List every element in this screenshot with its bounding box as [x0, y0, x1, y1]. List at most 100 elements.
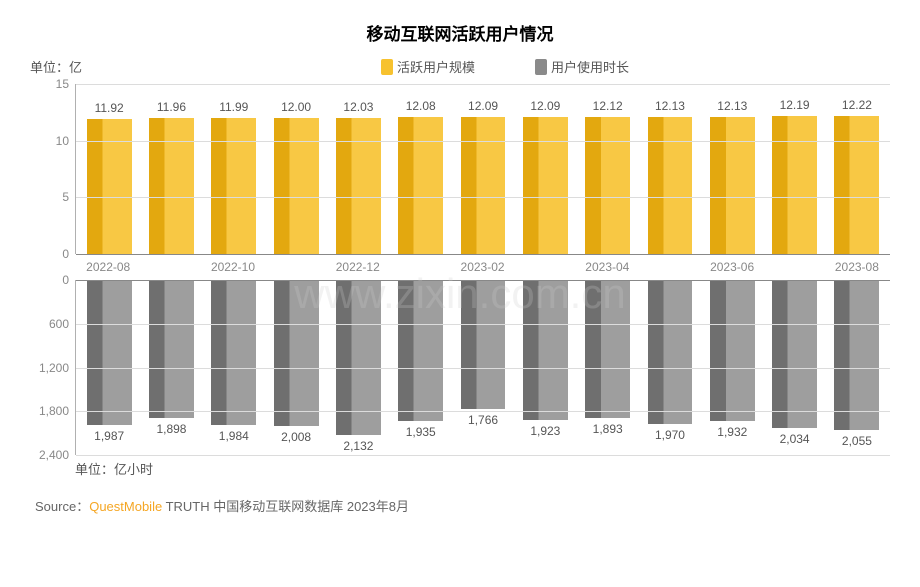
gridline: [76, 368, 890, 369]
bar-column: 12.09: [452, 84, 514, 254]
bar-value-label: 11.96: [157, 100, 186, 114]
bar-column: 12.22: [826, 84, 888, 254]
active-users-bar: [523, 117, 568, 254]
bar-column: 12.09: [514, 84, 576, 254]
x-axis-label: 2022-12: [327, 260, 389, 274]
bar-value-label: 1,932: [717, 425, 747, 439]
bottom-bars-region: 1,9871,8981,9842,0082,1321,9351,7661,923…: [75, 280, 890, 455]
active-users-bar: [710, 117, 755, 254]
gridline: [76, 254, 890, 255]
source-line: Source：QuestMobile TRUTH 中国移动互联网数据库 2023…: [35, 496, 890, 515]
x-axis-label: 2023-08: [826, 260, 888, 274]
x-axis-label: 2023-04: [576, 260, 638, 274]
x-axis-label: [389, 260, 451, 274]
bar-value-label: 12.22: [842, 98, 872, 112]
gridline: [76, 280, 890, 281]
x-axis-label: [763, 260, 825, 274]
usage-duration-bar: [585, 280, 630, 418]
bar-value-label: 2,055: [842, 434, 872, 448]
y-tick-label: 600: [49, 317, 69, 331]
gridline: [76, 141, 890, 142]
usage-duration-bar: [648, 280, 693, 424]
source-brand: QuestMobile: [89, 499, 162, 514]
bar-value-label: 1,970: [655, 428, 685, 442]
bar-column: 12.12: [577, 84, 639, 254]
unit-top: 单位：亿: [30, 57, 120, 76]
bar-column: 12.13: [701, 84, 763, 254]
x-axis-label: [264, 260, 326, 274]
gridline: [76, 197, 890, 198]
bar-column: 11.96: [140, 84, 202, 254]
source-rest: TRUTH 中国移动互联网数据库 2023年8月: [162, 499, 409, 514]
bar-value-label: 1,935: [406, 425, 436, 439]
bar-column: 12.08: [390, 84, 452, 254]
unit-bottom: 单位：亿小时: [75, 459, 890, 478]
legend-item-series1: 活跃用户规模: [381, 57, 475, 76]
bar-column: 12.03: [327, 84, 389, 254]
bar-value-label: 12.13: [717, 99, 747, 113]
usage-duration-bar: [772, 280, 817, 428]
top-bars-region: 11.92 11.96 11.99 12.00 12.03 12.08 12.09 12.09…: [75, 84, 890, 254]
x-axis-label: 2022-10: [202, 260, 264, 274]
usage-duration-bar: [834, 280, 879, 430]
active-users-bar: [834, 116, 879, 254]
legend-label-series1: 活跃用户规模: [397, 57, 475, 76]
legend-swatch-series2: [535, 59, 547, 75]
bottom-chart: 06001,2001,8002,400 1,9871,8981,9842,008…: [35, 280, 890, 455]
bar-value-label: 1,923: [530, 424, 560, 438]
bar-value-label: 12.09: [468, 99, 498, 113]
y-tick-label: 0: [62, 247, 69, 261]
source-prefix: Source：: [35, 499, 89, 514]
bar-column: 12.00: [265, 84, 327, 254]
x-axis-label: 2022-08: [77, 260, 139, 274]
bar-value-label: 12.00: [281, 100, 311, 114]
gridline: [76, 84, 890, 85]
bar-value-label: 2,034: [780, 432, 810, 446]
legend-swatch-series1: [381, 59, 393, 75]
usage-duration-bar: [461, 280, 506, 409]
top-chart: 051015 11.92 11.96 11.99 12.00 12.03 12.08 12.…: [35, 84, 890, 254]
bar-column: 11.92: [78, 84, 140, 254]
active-users-bar: [211, 118, 256, 254]
gridline: [76, 324, 890, 325]
bar-value-label: 12.12: [593, 99, 623, 113]
usage-duration-bar: [87, 280, 132, 425]
chart-title: 移动互联网活跃用户情况: [30, 20, 890, 45]
top-y-axis: 051015: [35, 84, 75, 254]
bar-value-label: 12.03: [343, 100, 373, 114]
x-axis-labels: 2022-082022-102022-122023-022023-042023-…: [75, 254, 890, 280]
bar-column: 12.19: [763, 84, 825, 254]
usage-duration-bar: [274, 280, 319, 426]
x-axis-label: [139, 260, 201, 274]
bar-value-label: 2,132: [343, 439, 373, 453]
x-axis-label: 2023-06: [701, 260, 763, 274]
y-tick-label: 0: [62, 273, 69, 287]
bar-value-label: 1,987: [94, 429, 124, 443]
header-row: 单位：亿 活跃用户规模 用户使用时长: [30, 57, 890, 76]
legend: 活跃用户规模 用户使用时长: [120, 57, 890, 76]
x-axis-label: [639, 260, 701, 274]
y-tick-label: 15: [56, 77, 69, 91]
legend-label-series2: 用户使用时长: [551, 57, 629, 76]
chart-container: 移动互联网活跃用户情况 单位：亿 活跃用户规模 用户使用时长 051015 11…: [0, 0, 920, 587]
bar-value-label: 11.99: [219, 100, 248, 114]
y-tick-label: 10: [56, 134, 69, 148]
active-users-bar: [149, 118, 194, 254]
bar-column: 11.99: [203, 84, 265, 254]
active-users-bar: [336, 118, 381, 254]
legend-item-series2: 用户使用时长: [535, 57, 629, 76]
active-users-bar: [648, 117, 693, 254]
x-axis-label: [514, 260, 576, 274]
bar-value-label: 11.92: [95, 101, 124, 115]
active-users-bar: [461, 117, 506, 254]
bar-value-label: 12.13: [655, 99, 685, 113]
active-users-bar: [398, 117, 443, 254]
active-users-bar: [87, 119, 132, 254]
bar-column: 12.13: [639, 84, 701, 254]
usage-duration-bar: [211, 280, 256, 425]
active-users-bar: [585, 117, 630, 254]
bar-value-label: 12.19: [780, 98, 810, 112]
bar-value-label: 1,766: [468, 413, 498, 427]
usage-duration-bar: [398, 280, 443, 421]
bar-value-label: 1,893: [593, 422, 623, 436]
